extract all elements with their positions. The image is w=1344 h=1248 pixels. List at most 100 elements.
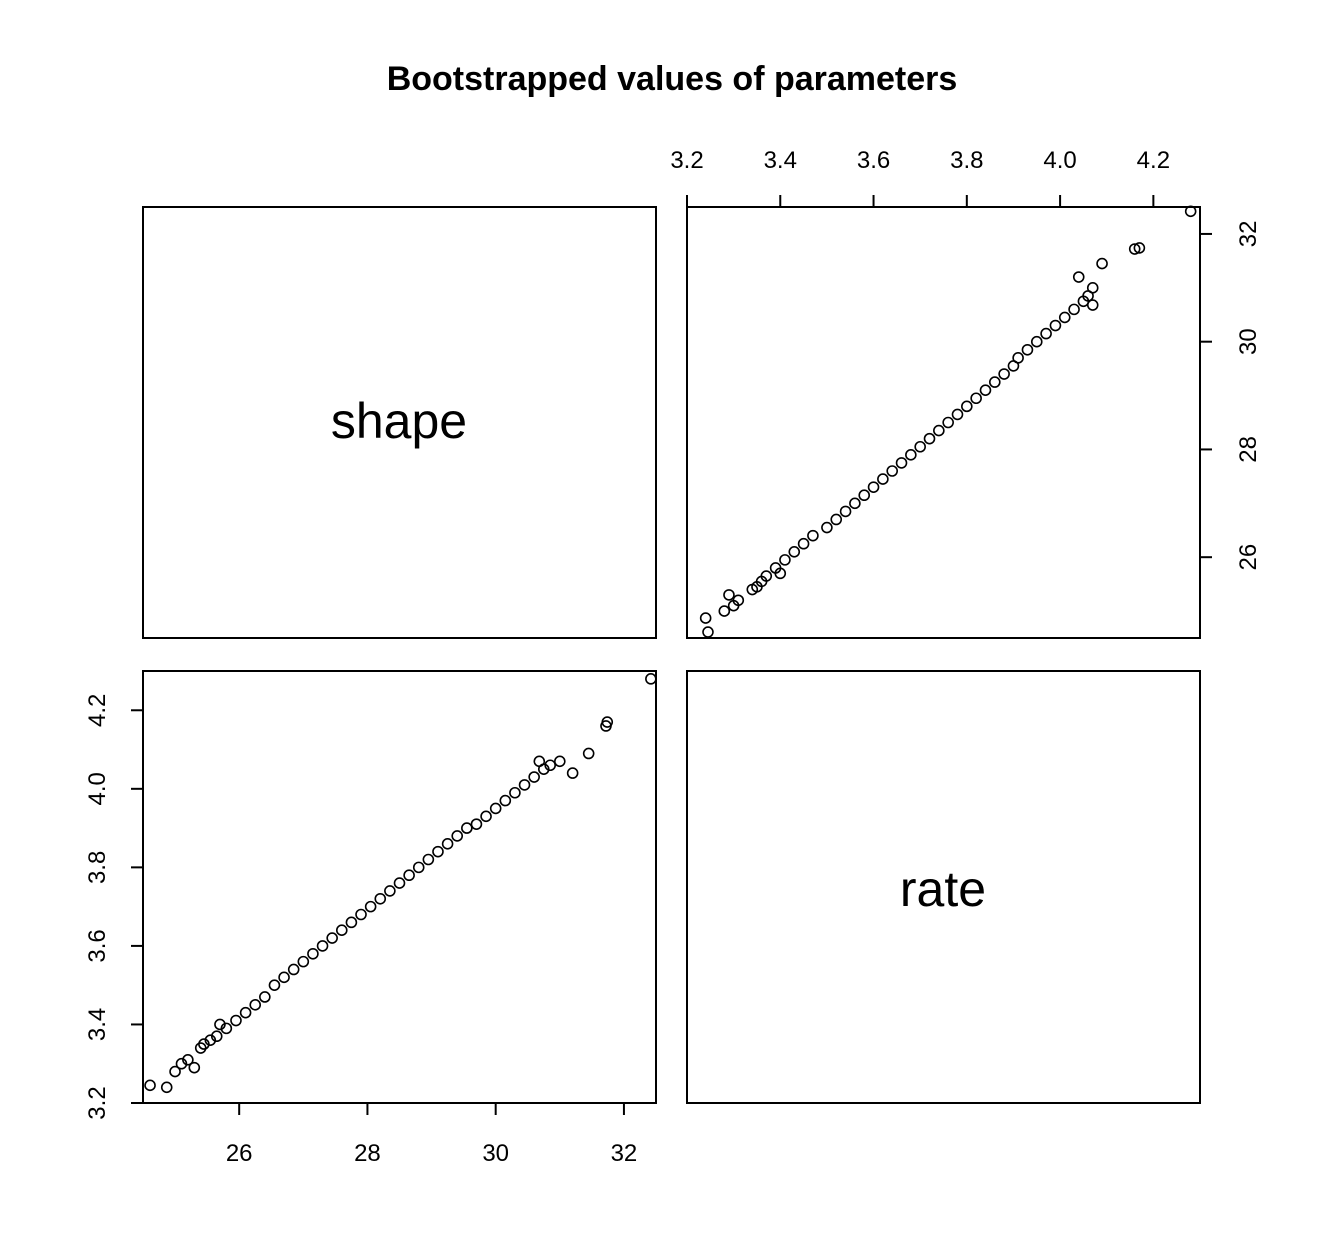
data-point bbox=[1128, 243, 1141, 255]
data-point bbox=[432, 845, 444, 858]
data-point bbox=[393, 877, 406, 889]
data-point bbox=[316, 940, 329, 952]
x-tick-label-top: 4.0 bbox=[1043, 147, 1076, 174]
data-point bbox=[895, 457, 908, 469]
data-point bbox=[988, 376, 1001, 388]
data-point bbox=[979, 384, 992, 396]
data-point bbox=[760, 570, 773, 582]
data-point bbox=[718, 605, 731, 617]
data-point bbox=[886, 465, 899, 477]
data-point bbox=[566, 767, 579, 779]
data-point bbox=[412, 861, 425, 874]
data-point bbox=[326, 932, 338, 944]
data-point bbox=[582, 747, 595, 760]
data-point bbox=[732, 594, 745, 607]
data-point bbox=[537, 763, 550, 775]
diagonal-label-rate: rate bbox=[900, 861, 986, 917]
data-point bbox=[144, 1079, 156, 1092]
data-point bbox=[441, 837, 454, 850]
data-point bbox=[830, 513, 843, 526]
data-point bbox=[970, 392, 982, 405]
data-point bbox=[204, 1034, 217, 1046]
x-tick-label-bottom: 26 bbox=[226, 1140, 253, 1167]
data-point bbox=[175, 1057, 188, 1070]
data-point bbox=[307, 947, 319, 960]
data-point bbox=[480, 810, 492, 823]
data-point bbox=[249, 999, 262, 1011]
data-point bbox=[723, 589, 735, 601]
data-point bbox=[933, 424, 945, 437]
data-point bbox=[1012, 352, 1024, 364]
panel-shape-label bbox=[142, 206, 657, 639]
data-point bbox=[355, 908, 367, 921]
data-point bbox=[345, 916, 358, 929]
data-point bbox=[220, 1022, 233, 1035]
data-point bbox=[839, 505, 852, 518]
data-point bbox=[278, 971, 290, 984]
data-point bbox=[1021, 343, 1034, 356]
data-point bbox=[867, 481, 880, 493]
data-point bbox=[699, 612, 712, 624]
data-point bbox=[1086, 282, 1099, 294]
data-point bbox=[335, 924, 348, 937]
y-tick-label-right: 28 bbox=[1235, 436, 1262, 463]
chart-title: Bootstrapped values of parameters bbox=[387, 60, 958, 98]
data-point bbox=[779, 554, 791, 566]
data-point bbox=[1184, 205, 1197, 218]
points-bottom-left bbox=[144, 673, 657, 1094]
y-tick-label-right: 32 bbox=[1235, 221, 1262, 248]
data-point bbox=[923, 432, 936, 445]
data-point bbox=[1096, 257, 1108, 270]
data-point bbox=[645, 673, 657, 685]
y-tick-label-left: 3.4 bbox=[84, 1008, 111, 1041]
data-point bbox=[384, 885, 396, 897]
data-point bbox=[961, 400, 973, 413]
data-point bbox=[769, 562, 782, 574]
data-point bbox=[374, 892, 387, 905]
data-point bbox=[702, 626, 714, 638]
data-point bbox=[1040, 327, 1052, 340]
data-point bbox=[182, 1054, 194, 1066]
data-point bbox=[797, 537, 810, 550]
y-tick-label-left: 4.2 bbox=[84, 694, 111, 727]
data-point bbox=[1049, 319, 1062, 332]
data-point bbox=[198, 1038, 210, 1050]
data-point bbox=[461, 822, 473, 834]
data-point bbox=[544, 759, 556, 772]
y-tick-label-right: 30 bbox=[1235, 328, 1262, 355]
data-point bbox=[905, 449, 917, 461]
data-point bbox=[998, 368, 1010, 380]
data-point bbox=[297, 955, 310, 968]
data-point bbox=[1133, 242, 1146, 254]
data-point bbox=[287, 963, 300, 976]
data-point bbox=[210, 1030, 223, 1043]
data-point bbox=[268, 979, 281, 991]
data-point bbox=[807, 529, 819, 542]
data-point bbox=[858, 489, 871, 502]
data-point bbox=[509, 786, 521, 799]
data-point bbox=[470, 818, 483, 830]
data-point bbox=[259, 991, 271, 1003]
panel-rate-label bbox=[686, 670, 1201, 1104]
data-point bbox=[364, 900, 377, 913]
data-point bbox=[942, 416, 954, 429]
panel-rate-vs-shape bbox=[142, 670, 657, 1104]
data-point bbox=[422, 853, 435, 866]
y-tick-label-left: 3.6 bbox=[84, 929, 111, 962]
data-point bbox=[601, 716, 614, 728]
data-point bbox=[951, 408, 964, 421]
axes-layer: 26 28 30 32 3.2 3.4 3.6 3.8 4.0 4.2 3.2 3.4 3.6 3.8 4.… bbox=[84, 147, 1262, 1167]
data-point bbox=[528, 771, 540, 783]
data-point bbox=[1030, 335, 1043, 348]
data-point bbox=[169, 1065, 181, 1078]
x-tick-label-bottom: 30 bbox=[482, 1140, 509, 1167]
data-point bbox=[821, 521, 833, 534]
x-tick-label-top: 3.6 bbox=[857, 147, 890, 174]
x-tick-label-top: 4.2 bbox=[1137, 147, 1170, 174]
data-point bbox=[403, 869, 415, 882]
data-point bbox=[230, 1014, 242, 1027]
data-point bbox=[1068, 303, 1080, 316]
y-tick-label-right: 26 bbox=[1235, 544, 1262, 571]
y-tick-label-left: 3.8 bbox=[84, 851, 111, 884]
